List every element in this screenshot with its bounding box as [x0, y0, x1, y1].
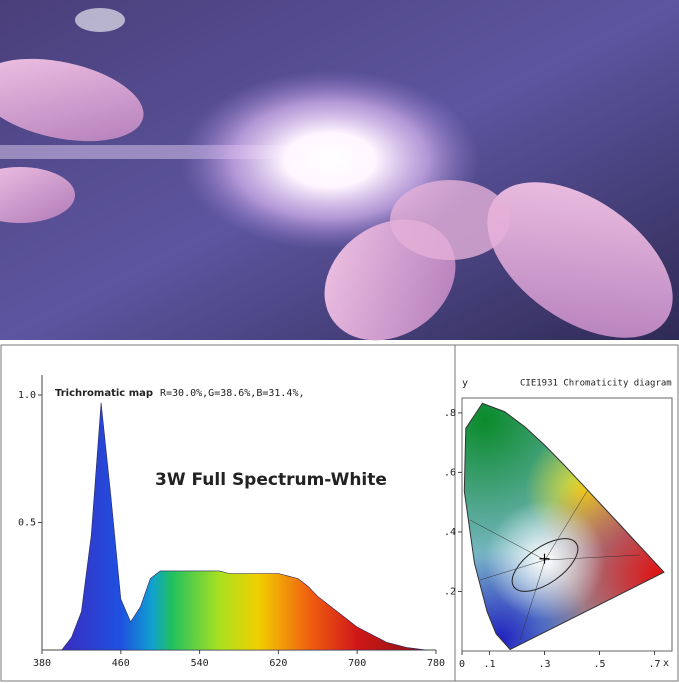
y-tick-label: .4 — [444, 527, 456, 538]
cie-chart: y x CIE1931 Chromaticity diagram 0 .1 .3 .5… — [444, 378, 673, 670]
panel-border — [0, 344, 679, 682]
white-point — [539, 553, 550, 564]
x-tick-label: .7 — [648, 659, 660, 670]
annotation: 3W Full Spectrum-White — [155, 470, 387, 490]
y-tick-label: .6 — [444, 467, 456, 478]
y-tick-label: 1.0 — [18, 390, 36, 401]
spectrum-area — [61, 402, 427, 651]
x-tick-label: .1 — [483, 659, 495, 670]
plot-frame — [461, 397, 673, 652]
spectrum-chart: Trichromatic map R=30.0%,G=38.6%,B=31.4%… — [18, 375, 445, 669]
x-tick-label: 460 — [112, 658, 130, 669]
y-axis-label: y — [462, 378, 468, 389]
spectral-locus — [463, 402, 665, 651]
chart-title: CIE1931 Chromaticity diagram — [520, 379, 672, 389]
chromaticity-fill — [464, 403, 664, 650]
x-tick-label: 620 — [269, 658, 287, 669]
y-tick-label: .8 — [444, 408, 456, 419]
photo — [0, 0, 679, 341]
x-tick-label: 0 — [459, 659, 465, 670]
x-tick-label: .3 — [538, 659, 550, 670]
x-axis-label: x — [663, 658, 669, 669]
x-tick-label: 780 — [427, 658, 445, 669]
x-tick-label: 380 — [33, 658, 51, 669]
x-tick-label: 540 — [191, 658, 209, 669]
y-tick-label: .2 — [444, 586, 456, 597]
chart-title: Trichromatic map — [55, 388, 153, 399]
x-tick-label: .5 — [593, 659, 605, 670]
y-tick-label: 0.5 — [18, 518, 36, 529]
x-tick-label: 700 — [348, 658, 366, 669]
chart-subtitle: R=30.0%,G=38.6%,B=31.4%, — [160, 388, 305, 399]
